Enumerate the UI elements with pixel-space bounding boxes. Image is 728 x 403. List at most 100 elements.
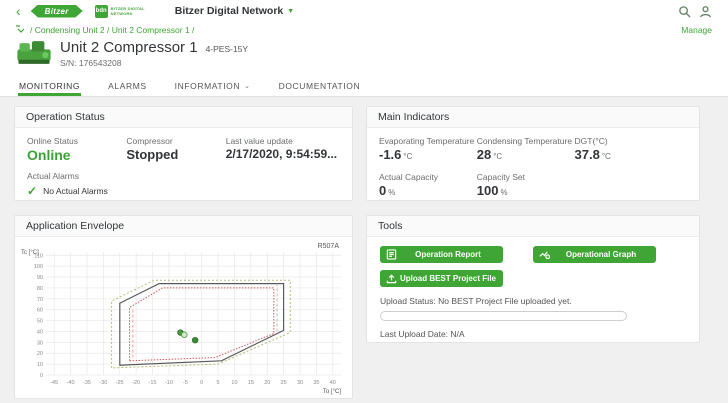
svg-text:50: 50 — [37, 319, 43, 325]
svg-text:-30: -30 — [99, 380, 107, 386]
svg-text:0: 0 — [200, 380, 203, 386]
actual-capacity-value: 0% — [379, 183, 477, 198]
svg-text:0: 0 — [40, 373, 43, 379]
tab-documentation[interactable]: DOCUMENTATION — [278, 74, 362, 96]
svg-text:-35: -35 — [83, 380, 91, 386]
main-indicators-panel: Main Indicators Evaporating Temperature … — [366, 106, 700, 201]
svg-text:To [°C]: To [°C] — [323, 389, 341, 395]
dgt-value: 37.8°C — [575, 147, 687, 162]
last-upload-date: Last Upload Date: N/A — [380, 329, 686, 339]
svg-text:-15: -15 — [149, 380, 157, 386]
bdn-logo-icon: bdn — [95, 5, 108, 18]
actual-alarms-field: Actual Alarms ✓ No Actual Alarms — [27, 171, 340, 198]
svg-text:10: 10 — [37, 362, 43, 368]
upload-best-project-file-button[interactable]: Upload BEST Project File — [380, 270, 503, 287]
svg-text:40: 40 — [330, 380, 336, 386]
app-title-dropdown[interactable]: Bitzer Digital Network ▼ — [175, 5, 294, 17]
back-icon[interactable]: ‹ — [16, 4, 21, 18]
upload-progress-bar — [380, 311, 627, 321]
bdn-logo-caption: BITZER DIGITAL NETWORK — [111, 6, 145, 16]
top-bar: ‹ Bitzer bdn BITZER DIGITAL NETWORK Bitz… — [0, 0, 728, 22]
actual-capacity-field: Actual Capacity 0% — [379, 172, 477, 198]
tab-information[interactable]: INFORMATION⌄ — [174, 74, 252, 96]
condensing-temp-value: 28°C — [477, 147, 575, 162]
actual-alarms-value: No Actual Alarms — [43, 186, 108, 196]
tab-alarms[interactable]: ALARMS — [107, 74, 148, 96]
dgt-field: DGT(°C) 37.8°C — [575, 136, 687, 162]
chevron-down-icon: ▼ — [287, 8, 294, 15]
operation-status-title: Operation Status — [15, 107, 352, 128]
tools-title: Tools — [367, 216, 699, 237]
online-status-value: Online — [27, 147, 126, 163]
manage-link[interactable]: Manage — [681, 25, 712, 35]
svg-text:-45: -45 — [50, 380, 58, 386]
breadcrumb[interactable]: / Condensing Unit 2 / Unit 2 Compressor … — [16, 25, 194, 35]
svg-text:-25: -25 — [116, 380, 124, 386]
last-update-label: Last value update — [226, 136, 340, 146]
bitzer-logo: Bitzer — [31, 5, 83, 18]
actual-capacity-label: Actual Capacity — [379, 172, 477, 182]
application-envelope-panel: Application Envelope -45 -40 -35 -30 -25 -20 -… — [14, 215, 353, 399]
svg-text:-40: -40 — [67, 380, 75, 386]
capacity-set-label: Capacity Set — [477, 172, 575, 182]
svg-text:60: 60 — [37, 308, 43, 314]
operation-status-panel: Operation Status Online Status Online Co… — [14, 106, 353, 201]
page-header: ‹ Bitzer bdn BITZER DIGITAL NETWORK Bitz… — [0, 0, 728, 97]
chevron-down-icon: ⌄ — [244, 82, 250, 90]
unit-model: 4-PES-15Y — [206, 44, 249, 54]
tab-documentation-label: DOCUMENTATION — [279, 81, 361, 91]
online-status-field: Online Status Online — [27, 136, 126, 163]
condensing-temp-label: Condensing Temperature — [477, 136, 575, 146]
breadcrumb-path[interactable]: / Condensing Unit 2 / Unit 2 Compressor … — [30, 25, 194, 35]
svg-text:40: 40 — [37, 329, 43, 335]
capacity-set-value: 100% — [477, 183, 575, 198]
content-area: Operation Status Online Status Online Co… — [0, 97, 728, 403]
upload-icon — [386, 273, 397, 284]
capacity-set-field: Capacity Set 100% — [477, 172, 575, 198]
svg-text:10: 10 — [231, 380, 237, 386]
dgt-label: DGT(°C) — [575, 136, 687, 146]
svg-text:30: 30 — [37, 340, 43, 346]
application-envelope-chart: -45-40-35-30-25-20-15-10-505101520253035… — [19, 240, 348, 396]
svg-text:-20: -20 — [132, 380, 140, 386]
last-update-field: Last value update 2/17/2020, 9:54:59... — [226, 136, 340, 163]
svg-text:30: 30 — [297, 380, 303, 386]
operation-report-button[interactable]: Operation Report — [380, 246, 503, 263]
svg-text:70: 70 — [37, 297, 43, 303]
condensing-temp-field: Condensing Temperature 28°C — [477, 136, 575, 162]
main-indicators-title: Main Indicators — [367, 107, 699, 128]
hierarchy-icon — [16, 25, 26, 35]
application-envelope-title: Application Envelope — [15, 216, 352, 237]
operation-report-label: Operation Report — [399, 250, 497, 259]
svg-text:25: 25 — [281, 380, 287, 386]
tab-bar: MONITORING ALARMS INFORMATION⌄ DOCUMENTA… — [0, 74, 728, 97]
user-icon[interactable] — [699, 5, 712, 18]
evaporating-temp-label: Evaporating Temperature — [379, 136, 477, 146]
bdn-caption-line2: NETWORK — [111, 11, 145, 16]
upload-best-project-file-label: Upload BEST Project File — [399, 274, 497, 283]
svg-text:80: 80 — [37, 286, 43, 292]
svg-text:20: 20 — [264, 380, 270, 386]
tab-monitoring[interactable]: MONITORING — [18, 74, 81, 96]
last-update-value: 2/17/2020, 9:54:59... — [226, 147, 340, 161]
svg-text:R507A: R507A — [318, 243, 340, 250]
search-icon[interactable] — [678, 5, 691, 18]
svg-text:100: 100 — [34, 264, 43, 270]
upload-status-text: Upload Status: No BEST Project File uplo… — [380, 296, 686, 306]
check-icon: ✓ — [27, 184, 37, 198]
tab-monitoring-label: MONITORING — [19, 81, 80, 91]
tab-alarms-label: ALARMS — [108, 81, 147, 91]
evaporating-temp-field: Evaporating Temperature -1.6°C — [379, 136, 477, 162]
svg-text:90: 90 — [37, 275, 43, 281]
svg-text:Tc [°C]: Tc [°C] — [21, 250, 39, 256]
app-title-label: Bitzer Digital Network — [175, 5, 284, 17]
tools-panel: Tools Operation Report Operational Graph — [366, 215, 700, 343]
unit-name: Unit 2 Compressor 1 — [60, 39, 198, 56]
svg-text:-5: -5 — [183, 380, 188, 386]
operational-graph-button[interactable]: Operational Graph — [533, 246, 656, 263]
actual-alarms-label: Actual Alarms — [27, 171, 340, 181]
compressor-state-field: Compressor Stopped — [126, 136, 225, 163]
svg-text:15: 15 — [248, 380, 254, 386]
svg-text:20: 20 — [37, 351, 43, 357]
svg-text:35: 35 — [313, 380, 319, 386]
